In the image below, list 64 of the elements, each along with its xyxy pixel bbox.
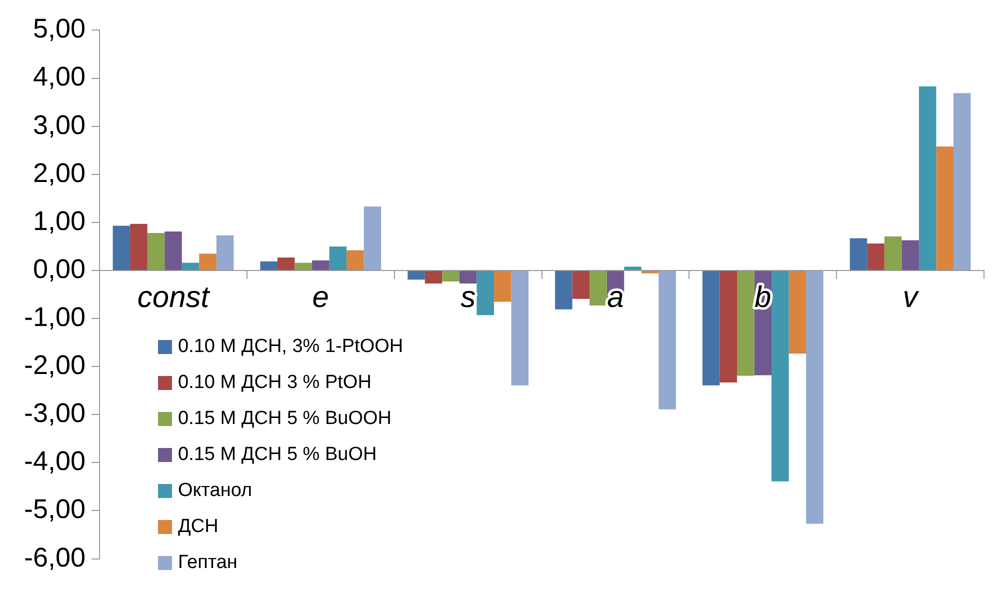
bar xyxy=(364,206,382,270)
x-tick-label: s xyxy=(460,280,476,314)
bar xyxy=(590,270,607,306)
bar xyxy=(884,236,902,270)
legend-label: 0.15 M ДСН 5 % BuOOH xyxy=(178,408,392,430)
x-tick-label: e xyxy=(312,280,329,314)
legend-label: ДСН xyxy=(178,516,218,538)
bar xyxy=(806,270,824,524)
legend-label: 0.15 M ДСН 5 % BuOH xyxy=(178,444,377,466)
bar xyxy=(702,270,720,386)
bar xyxy=(953,93,971,270)
bar xyxy=(918,86,936,270)
bar xyxy=(720,270,737,382)
legend-label: Октанол xyxy=(178,480,252,502)
y-tick-label: 0,00 xyxy=(32,254,86,284)
bar xyxy=(624,266,642,270)
legend-label: 0.10 M ДСН, 3% 1-PtOOH xyxy=(178,336,404,358)
bar xyxy=(442,270,460,282)
bar xyxy=(130,224,148,270)
bar xyxy=(936,146,954,270)
bar xyxy=(459,270,477,284)
bar xyxy=(476,270,494,316)
y-tick-label: 2,00 xyxy=(32,158,86,188)
bar xyxy=(511,270,529,386)
bar xyxy=(641,270,659,274)
y-tick-label: 3,00 xyxy=(32,110,86,140)
bar xyxy=(555,270,572,310)
y-tick-label: -2,00 xyxy=(24,350,86,380)
bar xyxy=(424,270,442,284)
bar xyxy=(788,270,806,354)
y-tick-label: 5,00 xyxy=(32,14,86,44)
y-tick-label: 1,00 xyxy=(32,206,86,236)
bar xyxy=(199,254,216,270)
bar xyxy=(112,226,130,270)
bar xyxy=(736,270,754,376)
legend-label: 0.10 M ДСН 3 % PtOH xyxy=(178,372,372,394)
bar xyxy=(494,270,512,302)
bar xyxy=(867,244,884,270)
bar xyxy=(658,270,676,410)
y-tick-label: 4,00 xyxy=(32,62,86,92)
bar xyxy=(902,240,919,270)
bar xyxy=(277,258,295,270)
bar xyxy=(329,246,347,270)
y-tick-label: -5,00 xyxy=(24,494,86,524)
x-tick-label: v xyxy=(902,280,920,314)
y-tick-label: -6,00 xyxy=(24,542,86,572)
bar xyxy=(216,235,234,270)
bar xyxy=(312,260,330,270)
bar xyxy=(408,270,425,280)
bar xyxy=(772,270,789,482)
bar xyxy=(294,262,312,270)
bar xyxy=(346,250,364,270)
y-tick-label: -4,00 xyxy=(24,446,86,476)
bar xyxy=(260,261,278,270)
x-tick-label: const xyxy=(137,280,211,314)
bar xyxy=(182,262,200,270)
y-tick-label: -3,00 xyxy=(24,398,86,428)
bar xyxy=(572,270,590,299)
x-tick-label: b xyxy=(754,280,772,314)
bar xyxy=(147,232,165,270)
legend-label: Гептан xyxy=(178,552,238,574)
y-tick-label: -1,00 xyxy=(24,302,86,332)
bar xyxy=(164,232,182,270)
bar xyxy=(850,238,868,270)
